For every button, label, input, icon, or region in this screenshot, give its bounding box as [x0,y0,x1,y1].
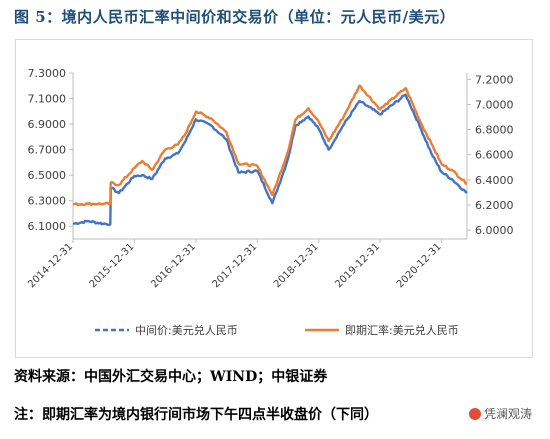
footnote-note: 注：即期汇率为境内银行间市场下午四点半收盘价（下同） [14,407,378,423]
y-left-tick-label: 7.1000 [28,93,67,106]
y-right-tick-label: 6.0000 [475,224,514,237]
x-tick-label: 2017-12-31 [211,241,260,290]
x-tick-label: 2015-12-31 [88,241,137,290]
y-left-tick-label: 6.5000 [28,169,67,182]
source-note: 资料来源：中国外汇交易中心；WIND；中银证券 [14,369,328,385]
y-right-tick-label: 7.2000 [475,73,514,86]
x-tick-label: 2019-12-31 [333,241,382,290]
x-tick-label: 2020-12-31 [395,241,444,290]
series-line-2 [72,84,468,207]
y-right-tick-label: 7.0000 [475,98,514,111]
exchange-rate-chart: 6.1000 6.3000 6.5000 6.7000 6.9000 7.1000 7.30… [26,67,514,337]
watermark-logo-icon [468,408,481,420]
y-left-tick-label: 6.9000 [28,118,67,131]
y-left-tick-label: 6.3000 [28,195,67,208]
y-left-tick-label: 6.1000 [28,220,67,233]
x-tick-label: 2014-12-31 [26,241,75,290]
legend-label-2: 即期汇率:美元兑人民币 [345,323,459,337]
page-title: 图 5：境内人民币汇率中间价和交易价（单位：元人民币/美元） [14,8,456,26]
legend-label-1: 中间价:美元兑人民币 [135,323,238,337]
watermark-text: 凭澜观涛 [483,407,532,421]
x-tick-label: 2018-12-31 [272,241,321,290]
y-left-tick-label: 6.7000 [28,144,67,157]
watermark-badge: 凭澜观涛 [464,404,536,423]
y-right-tick-label: 6.8000 [475,124,514,137]
y-left-tick-label: 7.3000 [28,67,67,80]
y-right-tick-label: 6.4000 [475,174,514,187]
series-line-1 [72,93,468,227]
y-right-tick-label: 6.6000 [475,149,514,162]
y-right-tick-label: 6.2000 [475,199,514,212]
x-tick-label: 2016-12-31 [149,241,198,290]
